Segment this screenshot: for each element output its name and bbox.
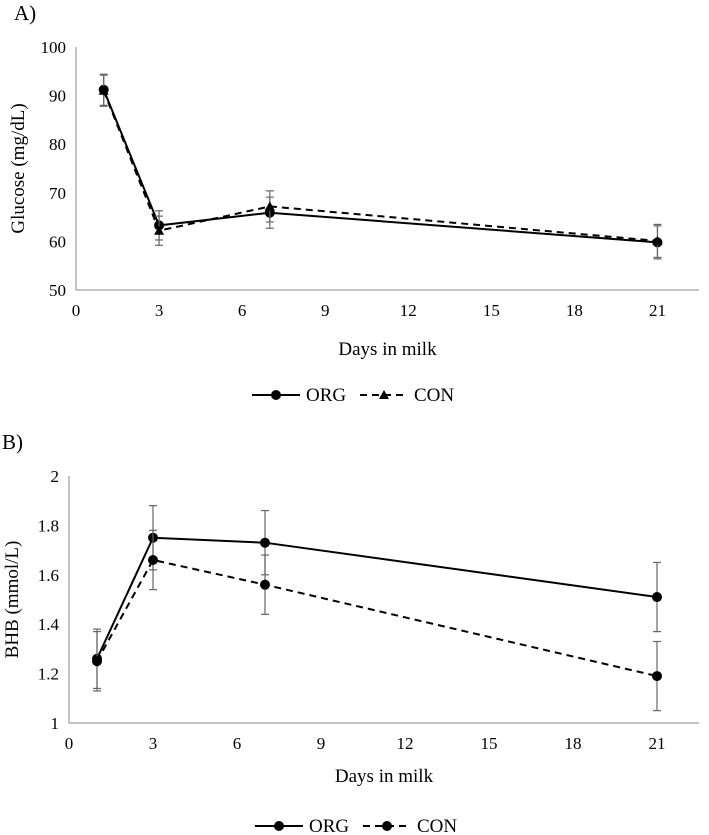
- data-point-con: [148, 554, 158, 565]
- data-point-con: [264, 201, 275, 211]
- series-line-con: [102, 90, 658, 242]
- legend-marker: [274, 821, 284, 831]
- data-point-con: [98, 85, 109, 95]
- legend-label: CON: [417, 816, 457, 835]
- x-tick-label: 9: [317, 734, 326, 753]
- x-tick-label: 15: [483, 301, 500, 320]
- y-tick-label: 80: [49, 135, 66, 154]
- panel-b-legend: ORG CON: [255, 816, 457, 835]
- series-line-org: [102, 89, 658, 244]
- y-tick-label: 90: [49, 87, 66, 106]
- x-tick-label: 3: [149, 734, 158, 753]
- legend-label: ORG: [306, 385, 346, 406]
- x-tick-label: 6: [233, 734, 242, 753]
- panel-b-marks: [92, 505, 662, 712]
- x-tick-label: 6: [238, 301, 247, 320]
- x-tick-label: 0: [65, 734, 74, 753]
- x-tick-label: 21: [649, 734, 666, 753]
- y-tick-label: 1: [51, 714, 60, 733]
- data-point-con: [154, 225, 165, 235]
- panel-b-y-axis-label: BHB (mmol/L): [2, 541, 23, 659]
- data-point-con: [92, 656, 102, 667]
- panel-b: B) BHB (mmol/L) Days in milk 11.21.41.61…: [2, 430, 699, 835]
- x-tick-label: 12: [400, 301, 417, 320]
- series-org: [92, 505, 662, 690]
- data-point-con: [260, 579, 270, 590]
- legend-item-org: ORG: [252, 385, 346, 406]
- panel-b-axes: 1 1.2 1.4 1.6 1.8 2 0 3 6 9 12 15 18 21: [38, 467, 699, 753]
- legend-item-org: ORG: [255, 816, 349, 835]
- panel-b-x-axis-label: Days in milk: [335, 766, 434, 787]
- series-con: [98, 74, 663, 259]
- legend-marker: [271, 390, 281, 400]
- legend-label: ORG: [309, 816, 349, 835]
- series-org: [98, 73, 663, 260]
- x-tick-label: 3: [155, 301, 164, 320]
- panel-a-marks: [98, 73, 663, 260]
- y-tick-label: 70: [49, 184, 66, 203]
- panel-b-label: B): [2, 430, 23, 454]
- legend-marker: [382, 821, 392, 831]
- panel-a-axes: 50 60 70 80 90 100 0 3 6 9 12 15 18 21: [41, 38, 699, 320]
- legend-item-con: CON: [360, 385, 454, 406]
- x-tick-label: 18: [566, 301, 583, 320]
- data-point-con: [652, 235, 663, 245]
- series-con: [92, 529, 662, 712]
- y-tick-label: 2: [51, 467, 60, 486]
- y-tick-label: 60: [49, 232, 66, 251]
- panel-a-label: A): [14, 1, 36, 25]
- panel-a-x-axis-label: Days in milk: [338, 339, 437, 360]
- x-tick-label: 18: [565, 734, 582, 753]
- data-point-org: [652, 592, 662, 603]
- y-tick-label: 50: [49, 281, 66, 300]
- legend-item-con: CON: [363, 816, 457, 835]
- x-tick-label: 0: [72, 301, 81, 320]
- panel-a-legend: ORG CON: [252, 385, 454, 406]
- series-line-con: [96, 558, 658, 678]
- data-point-org: [260, 537, 270, 548]
- x-tick-label: 12: [397, 734, 414, 753]
- x-tick-label: 9: [321, 301, 330, 320]
- series-line-org: [96, 536, 658, 660]
- y-tick-label: 1.2: [38, 665, 59, 684]
- y-tick-label: 1.6: [38, 566, 59, 585]
- legend-label: CON: [414, 385, 454, 406]
- y-tick-label: 1.8: [38, 516, 59, 535]
- y-tick-label: 1.4: [38, 615, 60, 634]
- panel-a-y-axis-label: Glucose (mg/dL): [8, 103, 29, 233]
- data-point-con: [652, 671, 662, 682]
- x-tick-label: 15: [481, 734, 498, 753]
- legend-marker: [379, 390, 389, 399]
- panel-a: A) Glucose (mg/dL) Days in milk 50607080…: [8, 1, 699, 406]
- x-tick-label: 21: [649, 301, 666, 320]
- y-tick-label: 100: [41, 38, 67, 57]
